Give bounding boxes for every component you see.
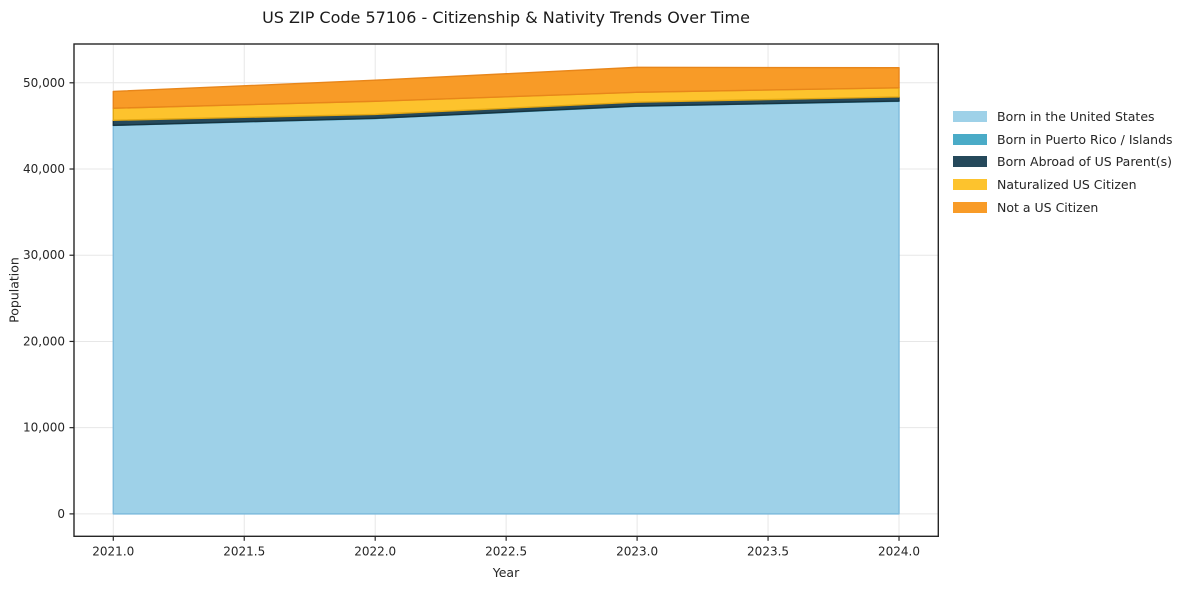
x-tick-label: 2024.0	[878, 544, 920, 558]
legend-item: Born in Puerto Rico / Islands	[953, 128, 1173, 151]
area-not-a-us-citizen	[112, 66, 900, 109]
y-tick-label: 20,000	[23, 334, 65, 348]
y-tick-label: 0	[57, 507, 65, 521]
legend-item: Not a US Citizen	[953, 196, 1173, 219]
legend-item: Naturalized US Citizen	[953, 173, 1173, 196]
x-tick-label: 2021.0	[92, 544, 134, 558]
legend-swatch	[953, 178, 987, 190]
y-axis-label: Population	[6, 257, 22, 323]
legend-swatch	[953, 156, 987, 168]
legend-swatch	[953, 133, 987, 145]
x-tick-label: 2022.0	[354, 544, 396, 558]
legend-label: Born Abroad of US Parent(s)	[997, 154, 1172, 170]
legend-label: Born in Puerto Rico / Islands	[997, 131, 1173, 147]
y-tick-label: 30,000	[23, 248, 65, 262]
y-tick-label: 10,000	[23, 421, 65, 435]
legend-item: Born Abroad of US Parent(s)	[953, 150, 1173, 173]
legend-label: Born in the United States	[997, 108, 1155, 124]
x-axis-label: Year	[492, 565, 520, 580]
y-tick-label: 40,000	[23, 162, 65, 176]
legend-label: Naturalized US Citizen	[997, 176, 1137, 192]
chart-title: US ZIP Code 57106 - Citizenship & Nativi…	[262, 8, 750, 27]
legend-swatch	[953, 201, 987, 213]
legend: Born in the United States Born in Puerto …	[953, 105, 1173, 218]
area-born-in-the-united-states	[112, 100, 900, 515]
legend-label: Not a US Citizen	[997, 199, 1099, 215]
x-tick-label: 2023.5	[747, 544, 789, 558]
legend-swatch	[953, 110, 987, 122]
x-tick-label: 2023.0	[616, 544, 658, 558]
legend-item: Born in the United States	[953, 105, 1173, 128]
x-tick-label: 2022.5	[485, 544, 527, 558]
x-tick-label: 2021.5	[223, 544, 265, 558]
y-tick-label: 50,000	[23, 76, 65, 90]
